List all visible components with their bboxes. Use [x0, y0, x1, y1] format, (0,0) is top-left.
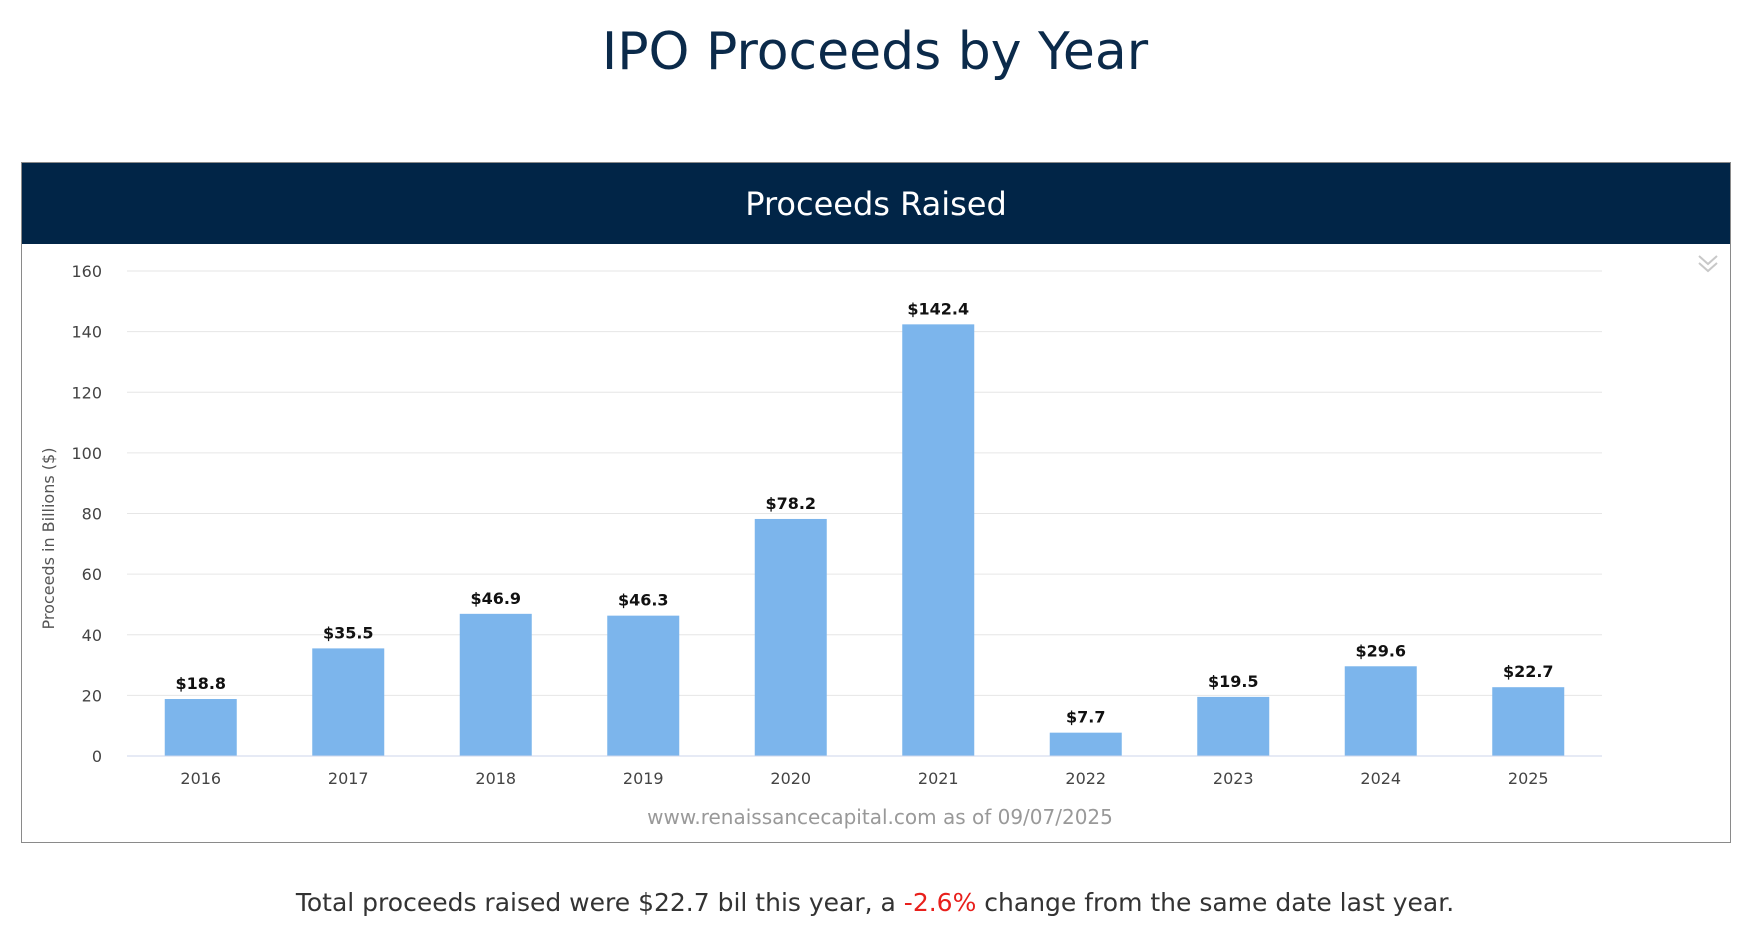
- page-title: IPO Proceeds by Year: [601, 22, 1149, 82]
- summary-text: Total proceeds raised were $22.7 bil thi…: [0, 888, 1750, 917]
- summary-change-value: -2.6%: [903, 888, 977, 917]
- chart-credit[interactable]: www.renaissancecapital.com as of 09/07/2…: [647, 805, 1113, 829]
- bars: [164, 324, 1565, 756]
- x-tick-label: 2020: [770, 769, 811, 788]
- data-label-2021: $142.4: [907, 299, 969, 318]
- data-label-2023: $19.5: [1208, 672, 1259, 691]
- data-label-2022: $7.7: [1066, 708, 1105, 727]
- y-tick-label: 40: [82, 626, 102, 645]
- data-label-2016: $18.8: [175, 674, 226, 693]
- bar-2018[interactable]: [459, 613, 532, 756]
- bar-2022[interactable]: [1049, 732, 1122, 756]
- summary-suffix: change from the same date last year.: [976, 888, 1455, 917]
- x-tick-label: 2023: [1213, 769, 1254, 788]
- double-chevron-down-icon[interactable]: [1698, 255, 1718, 273]
- bar-2021[interactable]: [902, 324, 975, 756]
- x-tick-label: 2021: [918, 769, 959, 788]
- y-tick-label: 80: [82, 505, 102, 524]
- x-tick-label: 2016: [180, 769, 221, 788]
- gridlines: [127, 270, 1602, 696]
- bar-2024[interactable]: [1344, 666, 1417, 756]
- data-label-2024: $29.6: [1355, 641, 1406, 660]
- x-tick-label: 2017: [328, 769, 369, 788]
- data-label-2020: $78.2: [765, 494, 816, 513]
- bar-2025[interactable]: [1492, 687, 1565, 756]
- y-tick-label: 100: [71, 444, 102, 463]
- x-tick-label: 2025: [1508, 769, 1549, 788]
- y-tick-label: 60: [82, 565, 102, 584]
- y-tick-label: 20: [82, 686, 102, 705]
- data-label-2019: $46.3: [618, 591, 669, 610]
- data-label-2025: $22.7: [1503, 662, 1554, 681]
- bar-2019[interactable]: [607, 615, 680, 756]
- summary-prefix: Total proceeds raised were $22.7 bil thi…: [295, 888, 904, 917]
- data-label-2018: $46.9: [470, 589, 521, 608]
- y-axis-title: Proceeds in Billions ($): [39, 448, 58, 630]
- y-tick-label: 120: [71, 383, 102, 402]
- bar-2020[interactable]: [754, 518, 827, 756]
- chart-title: Proceeds Raised: [22, 163, 1730, 244]
- data-label-2017: $35.5: [323, 623, 374, 642]
- bar-2017[interactable]: [312, 648, 385, 756]
- y-tick-label: 160: [71, 262, 102, 281]
- y-tick-label: 0: [92, 747, 102, 766]
- y-axis-ticks: 0 20 40 60 80 100 120 140 160: [71, 262, 102, 766]
- x-axis-ticks: 2016 2017 2018 2019 2020 2021 2022 2023 2024 2025: [180, 769, 1548, 788]
- x-tick-label: 2018: [475, 769, 516, 788]
- chart-card: Proceeds Raised 0 20 40 60 80 100 120 140 160 $1…: [21, 162, 1731, 843]
- y-tick-label: 140: [71, 323, 102, 342]
- x-tick-label: 2024: [1360, 769, 1401, 788]
- bar-2023[interactable]: [1197, 696, 1270, 756]
- bar-2016[interactable]: [164, 699, 237, 756]
- data-labels: $18.8 $35.5 $46.9 $46.3 $78.2 $142.4 $7.7 $19.5…: [175, 299, 1553, 726]
- x-tick-label: 2022: [1065, 769, 1106, 788]
- bar-chart: 0 20 40 60 80 100 120 140 160 $18.8 $35.5 $46.9 $46…: [39, 255, 1718, 829]
- x-tick-label: 2019: [623, 769, 664, 788]
